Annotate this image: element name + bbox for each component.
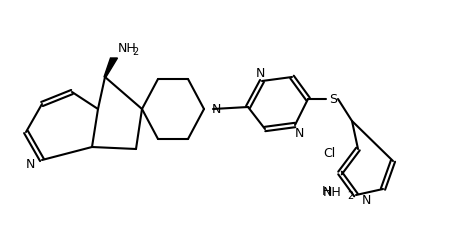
Text: NH: NH [322,186,341,199]
Text: N: N [361,194,370,207]
Text: N: N [294,127,303,140]
Text: 2: 2 [132,47,138,57]
Text: 2: 2 [346,190,353,200]
Text: N: N [26,158,35,171]
Text: S: S [328,93,336,106]
Text: N: N [255,67,264,80]
Text: N: N [212,103,221,116]
Text: Cl: Cl [323,147,335,160]
Text: H: H [321,185,330,198]
Polygon shape [104,59,117,78]
Text: NH: NH [118,42,136,55]
